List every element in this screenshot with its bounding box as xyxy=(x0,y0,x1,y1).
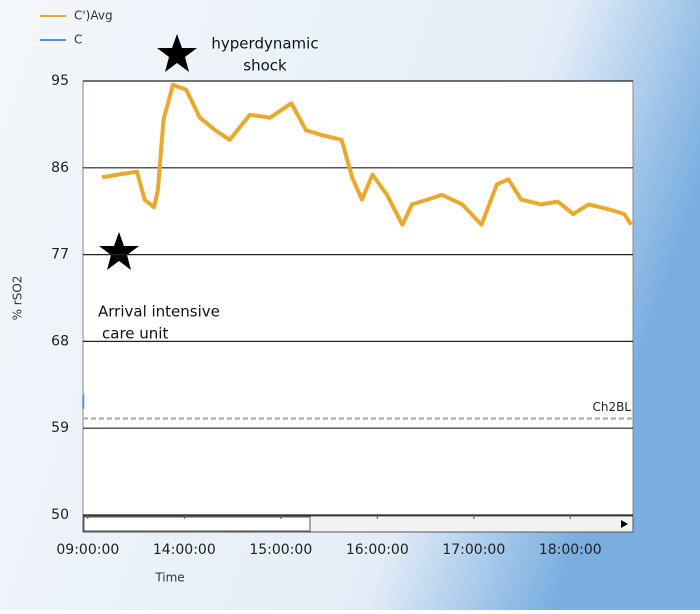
y-tick-label: 59 xyxy=(51,420,69,436)
y-tick-label: 50 xyxy=(51,507,69,523)
x-tick-label: 09:00:00 xyxy=(56,542,119,558)
x-tick-label: 17:00:00 xyxy=(442,542,505,558)
reference-label: Ch2BL xyxy=(592,400,631,414)
legend-label: C')Avg xyxy=(74,9,113,23)
x-tick-label: 16:00:00 xyxy=(346,542,409,558)
annotation: hyperdynamic xyxy=(211,35,318,53)
x-tick-label: 14:00:00 xyxy=(153,542,216,558)
y-tick-label: 68 xyxy=(51,333,69,349)
plot-area xyxy=(83,81,633,515)
x-tick-label: 18:00:00 xyxy=(539,542,602,558)
y-axis-label: % rSO2 xyxy=(11,276,25,321)
legend-label: C xyxy=(74,33,82,47)
annotation: shock xyxy=(243,57,287,75)
scrollbar-thumb[interactable] xyxy=(84,517,310,531)
y-tick-label: 95 xyxy=(51,73,69,89)
annotation: care unit xyxy=(102,325,168,343)
x-axis-label: Time xyxy=(154,571,184,585)
scrollbar[interactable] xyxy=(83,516,633,532)
y-tick-label: 77 xyxy=(51,247,69,263)
y-tick-label: 86 xyxy=(51,160,69,176)
annotation: Arrival intensive xyxy=(98,303,220,321)
x-tick-label: 15:00:00 xyxy=(249,542,312,558)
